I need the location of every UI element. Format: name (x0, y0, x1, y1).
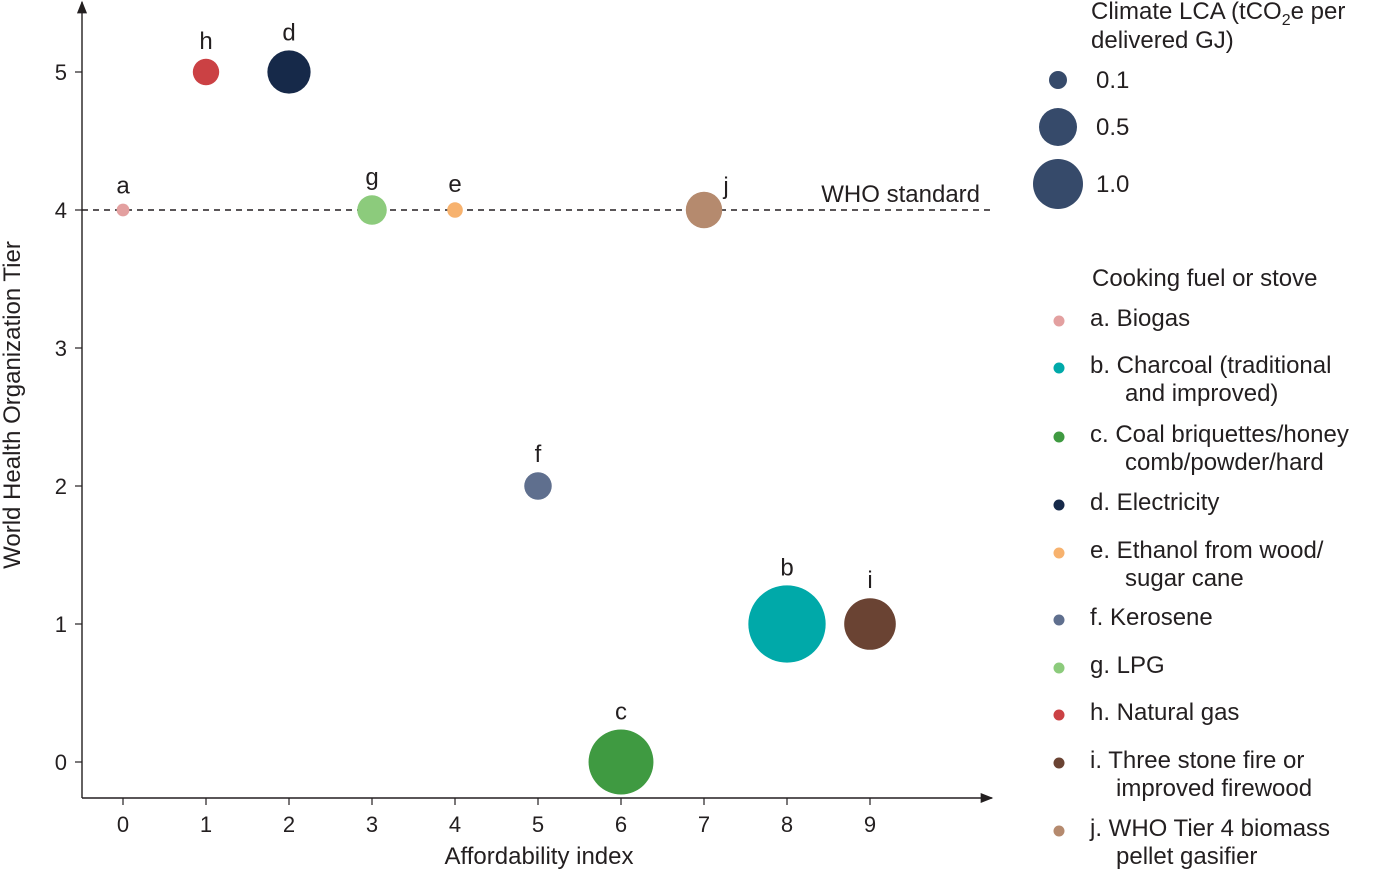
y-tick-label: 0 (55, 750, 67, 775)
bubble-label-e: e (448, 171, 461, 198)
color-legend-label: d. Electricity (1090, 489, 1219, 516)
color-legend-label: j. WHO Tier 4 biomass (1089, 815, 1330, 842)
x-tick-label: 5 (532, 812, 544, 837)
size-legend-title-line2: delivered GJ) (1091, 27, 1234, 54)
color-legend-label: c. Coal briquettes/honey (1090, 421, 1349, 448)
y-tick-label: 3 (55, 336, 67, 361)
size-legend-title: Climate LCA (tCO2e per (1091, 0, 1345, 29)
color-legend-label: h. Natural gas (1090, 699, 1239, 726)
color-legend-title: Cooking fuel or stove (1092, 265, 1317, 292)
size-legend-label: 0.1 (1096, 67, 1129, 94)
bubble-label-c: c (615, 699, 627, 726)
bubble-h (192, 58, 220, 86)
bubble-label-d: d (282, 19, 295, 46)
y-tick-label: 1 (55, 612, 67, 637)
size-legend-label: 1.0 (1096, 171, 1129, 198)
x-tick-label: 4 (449, 812, 461, 837)
who-standard-label: WHO standard (821, 181, 980, 208)
x-axis-label: Affordability index (445, 843, 634, 870)
bubble-label-a: a (116, 173, 130, 200)
x-tick-label: 0 (117, 812, 129, 837)
bubble-d (267, 50, 311, 94)
color-legend-label: g. LPG (1090, 652, 1165, 679)
color-legend-swatch (1053, 431, 1065, 443)
y-tick-label: 4 (55, 198, 67, 223)
y-tick-label: 5 (55, 60, 67, 85)
color-legend-swatch (1053, 499, 1065, 511)
size-legend-bubble (1039, 108, 1077, 146)
x-tick-label: 9 (864, 812, 876, 837)
color-legend-swatch (1053, 315, 1065, 327)
color-legend-label: i. Three stone fire or (1090, 747, 1304, 774)
color-legend-swatch (1053, 362, 1065, 374)
color-legend-swatch (1053, 757, 1065, 769)
color-legend-label: pellet gasifier (1116, 843, 1257, 870)
size-legend-label: 0.5 (1096, 114, 1129, 141)
bubble-label-j: j (722, 173, 728, 200)
bubble-label-i: i (867, 567, 872, 594)
bubble-b (748, 585, 826, 663)
bubble-g (357, 195, 387, 225)
x-tick-label: 3 (366, 812, 378, 837)
bubble-label-g: g (365, 164, 378, 191)
bubble-j (685, 191, 723, 229)
x-tick-label: 2 (283, 812, 295, 837)
x-tick-label: 1 (200, 812, 212, 837)
y-axis-label: World Health Organization Tier (0, 241, 26, 569)
plot-area: 0 1 2 3 4 5 6 7 8 9 0 1 2 3 4 5 Affordability index World… (0, 0, 994, 870)
color-legend-label: b. Charcoal (traditional (1090, 352, 1331, 379)
x-tick-label: 6 (615, 812, 627, 837)
color-legend-swatch (1053, 662, 1065, 674)
x-tick-label: 8 (781, 812, 793, 837)
color-legend-swatch (1053, 547, 1065, 559)
bubble-c (588, 729, 654, 795)
x-tick-label: 7 (698, 812, 710, 837)
size-legend-bubble (1049, 71, 1067, 89)
color-legend-swatch (1053, 614, 1065, 626)
color-legend-label: improved firewood (1116, 775, 1312, 802)
color-legend-label: a. Biogas (1090, 305, 1190, 332)
bubble-label-b: b (780, 554, 793, 581)
bubble-i (844, 598, 896, 650)
bubble-label-f: f (535, 441, 542, 468)
color-legend-label: f. Kerosene (1090, 604, 1213, 631)
color-legend-label: sugar cane (1125, 565, 1244, 592)
color-legend-swatch (1053, 825, 1065, 837)
bubble-f (524, 472, 552, 500)
y-tick-label: 2 (55, 474, 67, 499)
bubble-label-h: h (199, 28, 212, 55)
color-legend-label: e. Ethanol from wood/ (1090, 537, 1324, 564)
color-legend-label: and improved) (1125, 380, 1278, 407)
bubble-e (447, 202, 463, 218)
color-legend-swatch (1053, 709, 1065, 721)
bubble-a (116, 203, 130, 217)
size-legend-bubble (1033, 159, 1083, 209)
color-legend-label: comb/powder/hard (1125, 449, 1324, 476)
